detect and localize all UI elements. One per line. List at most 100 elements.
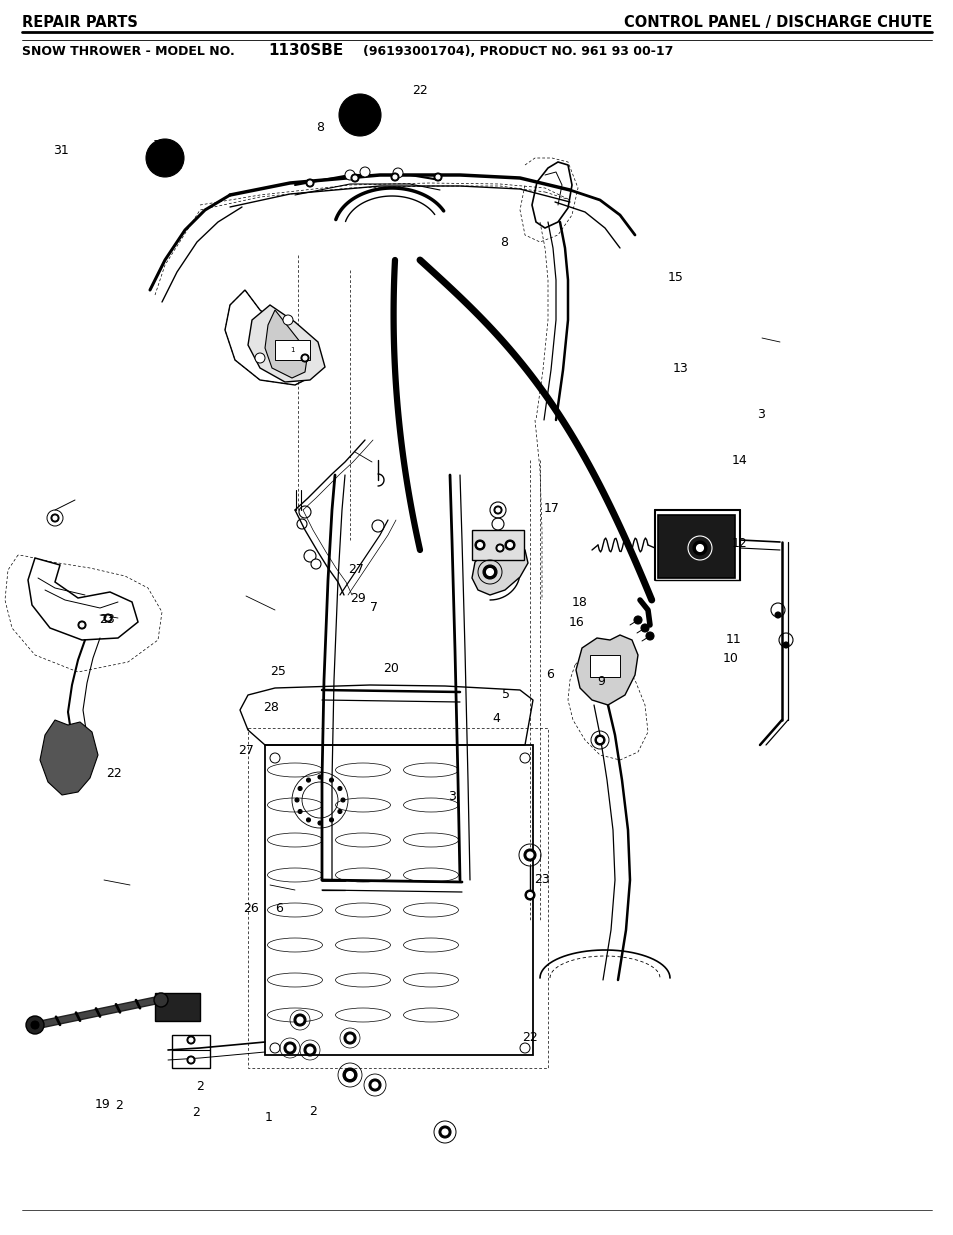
Text: 29: 29 [350, 593, 365, 605]
Text: 16: 16 [568, 616, 583, 629]
Polygon shape [658, 515, 734, 578]
Circle shape [80, 622, 84, 627]
Circle shape [346, 1072, 354, 1078]
Polygon shape [472, 546, 527, 595]
Circle shape [343, 1068, 356, 1082]
Text: 9: 9 [597, 676, 604, 688]
Circle shape [372, 1082, 377, 1088]
Text: 13: 13 [672, 362, 687, 374]
Circle shape [303, 356, 307, 359]
Text: 22: 22 [412, 84, 427, 96]
Circle shape [645, 632, 654, 640]
Text: 32: 32 [167, 159, 182, 172]
Circle shape [345, 170, 355, 180]
Text: 8: 8 [316, 121, 324, 133]
Circle shape [189, 1037, 193, 1042]
Circle shape [254, 353, 265, 363]
Circle shape [504, 540, 515, 550]
Text: 7: 7 [370, 601, 377, 614]
Circle shape [692, 541, 706, 555]
Text: 22: 22 [522, 1031, 537, 1044]
Circle shape [340, 798, 345, 802]
Text: 3: 3 [757, 409, 764, 421]
Text: REPAIR PARTS: REPAIR PARTS [22, 15, 138, 30]
Text: 8: 8 [499, 236, 507, 248]
Text: (96193001704), PRODUCT NO. 961 93 00-17: (96193001704), PRODUCT NO. 961 93 00-17 [363, 44, 673, 58]
Circle shape [393, 175, 396, 179]
Circle shape [283, 315, 293, 325]
Circle shape [640, 624, 648, 632]
Text: 14: 14 [731, 454, 746, 467]
Text: 5: 5 [501, 688, 509, 700]
Circle shape [78, 621, 86, 629]
Circle shape [146, 140, 184, 177]
Circle shape [329, 818, 334, 823]
Circle shape [774, 613, 781, 618]
Text: CONTROL PANEL / DISCHARGE CHUTE: CONTROL PANEL / DISCHARGE CHUTE [623, 15, 931, 30]
Text: 19: 19 [95, 1098, 111, 1110]
Circle shape [306, 818, 310, 823]
Text: 25: 25 [270, 666, 285, 678]
Circle shape [294, 1014, 306, 1026]
Circle shape [301, 354, 309, 362]
Circle shape [30, 1021, 39, 1029]
Circle shape [304, 550, 315, 562]
Circle shape [494, 506, 501, 514]
Circle shape [337, 809, 341, 814]
Polygon shape [265, 310, 308, 378]
Circle shape [311, 559, 320, 569]
Circle shape [634, 616, 641, 624]
Text: 11: 11 [725, 634, 740, 646]
Circle shape [526, 852, 533, 858]
Circle shape [438, 1126, 451, 1137]
Circle shape [486, 568, 493, 576]
Circle shape [436, 175, 439, 179]
Text: 1: 1 [290, 347, 294, 353]
Circle shape [351, 174, 358, 182]
Text: 23: 23 [534, 873, 549, 885]
Circle shape [317, 821, 322, 825]
Circle shape [496, 508, 499, 513]
Circle shape [595, 735, 604, 745]
Text: 17: 17 [543, 503, 558, 515]
Text: 3: 3 [448, 790, 456, 803]
Text: 27: 27 [348, 563, 363, 576]
Circle shape [782, 642, 788, 648]
Circle shape [304, 1044, 315, 1056]
Circle shape [106, 616, 110, 620]
Circle shape [297, 787, 302, 790]
Circle shape [507, 542, 512, 547]
Text: 2: 2 [309, 1105, 316, 1118]
Circle shape [187, 1056, 194, 1065]
Circle shape [189, 1058, 193, 1062]
Circle shape [308, 182, 312, 185]
Circle shape [153, 993, 168, 1007]
Circle shape [26, 1016, 44, 1034]
Circle shape [696, 545, 702, 552]
Text: 30: 30 [152, 140, 168, 152]
FancyBboxPatch shape [472, 530, 523, 559]
Text: 31: 31 [53, 144, 69, 157]
Text: 2: 2 [115, 1099, 123, 1112]
Text: 27: 27 [238, 745, 253, 757]
Circle shape [524, 890, 535, 900]
Circle shape [353, 177, 356, 180]
Circle shape [477, 542, 482, 547]
Circle shape [496, 543, 503, 552]
Text: 10: 10 [722, 652, 738, 664]
Polygon shape [248, 305, 325, 382]
Circle shape [53, 516, 57, 520]
Circle shape [527, 893, 532, 898]
Circle shape [337, 787, 341, 790]
Circle shape [475, 540, 484, 550]
Circle shape [482, 564, 497, 579]
Text: 1: 1 [265, 1112, 273, 1124]
Text: 20: 20 [383, 662, 398, 674]
Text: 12: 12 [731, 537, 746, 550]
FancyBboxPatch shape [154, 993, 200, 1021]
FancyBboxPatch shape [589, 655, 619, 677]
Circle shape [597, 737, 602, 742]
Circle shape [307, 1047, 313, 1053]
Text: 15: 15 [667, 272, 682, 284]
Circle shape [441, 1129, 448, 1135]
